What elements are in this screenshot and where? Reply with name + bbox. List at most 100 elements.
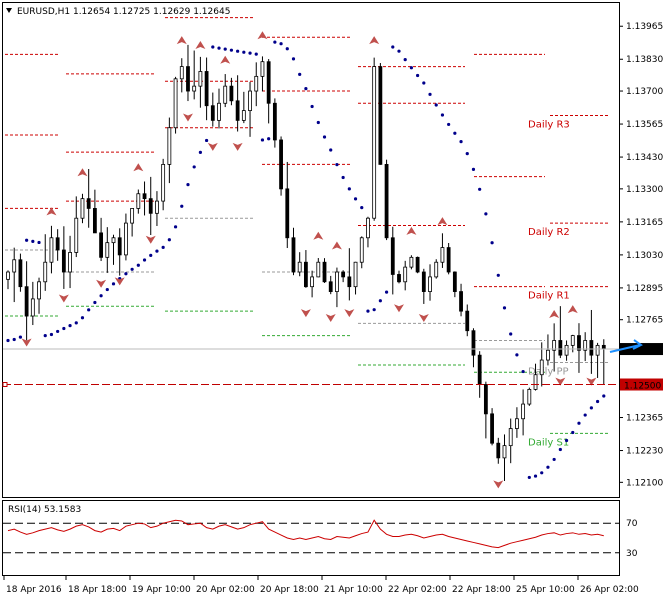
fractal-up-icon bbox=[313, 231, 324, 240]
fractal-up-icon bbox=[195, 41, 206, 50]
candle-body bbox=[241, 110, 246, 121]
sar-dot bbox=[93, 300, 97, 305]
sar-dot bbox=[155, 249, 159, 253]
candle-body bbox=[477, 354, 482, 385]
sar-dot bbox=[6, 338, 10, 343]
candle-body bbox=[483, 384, 488, 415]
fractal-up-icon bbox=[437, 217, 448, 226]
sar-dot bbox=[304, 87, 308, 91]
fractal-down-icon bbox=[145, 235, 156, 244]
sar-dot bbox=[316, 120, 320, 125]
y-tick-label: 1.13965 bbox=[626, 22, 663, 32]
sar-dot bbox=[62, 326, 66, 331]
sar-dot bbox=[558, 447, 562, 452]
candle-body bbox=[415, 256, 420, 273]
sar-dot bbox=[236, 49, 240, 53]
sar-dot bbox=[422, 81, 426, 85]
candle-body bbox=[173, 78, 178, 129]
sar-dot bbox=[397, 49, 401, 53]
sar-dot bbox=[577, 421, 581, 425]
horizontal-line-1.12500[interactable] bbox=[2, 382, 619, 388]
candle-body bbox=[24, 286, 29, 317]
sar-dot bbox=[136, 263, 140, 267]
candle-body bbox=[589, 340, 594, 356]
candle-body bbox=[210, 105, 215, 121]
sar-dot bbox=[43, 333, 47, 338]
x-tick-label: 19 Apr 10:00 bbox=[132, 585, 191, 595]
sar-dot bbox=[99, 294, 103, 298]
candle-body bbox=[303, 261, 308, 288]
candle-body bbox=[198, 71, 203, 87]
candle-body bbox=[272, 102, 277, 141]
candle-body bbox=[68, 252, 72, 273]
candle-body bbox=[192, 85, 197, 92]
fractal-up-icon bbox=[77, 168, 88, 177]
triangle-down-icon[interactable] bbox=[6, 8, 12, 13]
candle-body bbox=[179, 66, 184, 80]
chart-shift-arrow-icon[interactable] bbox=[609, 339, 643, 353]
candle-body bbox=[595, 344, 600, 356]
x-tick-label: 21 Apr 10:00 bbox=[324, 585, 383, 595]
sar-dot bbox=[124, 272, 128, 276]
x-tick-label: 26 Apr 02:00 bbox=[580, 585, 639, 595]
candle-body bbox=[335, 271, 339, 292]
sar-dot bbox=[447, 122, 451, 127]
hline-price-tag bbox=[620, 378, 663, 391]
y-tick-label: 1.12100 bbox=[626, 478, 663, 488]
candle-body bbox=[105, 242, 110, 258]
candle-body bbox=[471, 330, 476, 356]
y-axis: 1.13965 1.13830 1.13700 1.13565 1.13430 1.133… bbox=[619, 22, 663, 488]
fractal-down-icon bbox=[393, 304, 404, 313]
sar-dot bbox=[341, 175, 345, 180]
sar-dot bbox=[142, 258, 147, 262]
fractal-down-icon bbox=[207, 142, 218, 151]
sar-dot bbox=[25, 238, 29, 242]
candle-body bbox=[43, 261, 48, 283]
candle-body bbox=[434, 261, 439, 278]
sar-dot bbox=[434, 103, 438, 107]
fractal-up-icon bbox=[331, 241, 342, 250]
sar-dot bbox=[335, 163, 339, 167]
sar-dot bbox=[279, 42, 283, 46]
candle-body bbox=[508, 428, 513, 447]
candle-body bbox=[564, 344, 569, 356]
candle-body bbox=[223, 85, 228, 104]
candle-body bbox=[459, 291, 463, 312]
candle-body bbox=[409, 256, 414, 268]
candle-body bbox=[322, 261, 327, 283]
sar-dot bbox=[105, 287, 109, 292]
sar-dot bbox=[56, 329, 60, 334]
candle-body bbox=[490, 413, 494, 444]
candle-body bbox=[30, 298, 35, 317]
fractal-down-icon bbox=[96, 279, 107, 288]
sar-dot bbox=[471, 167, 476, 171]
rsi-label: RSI(14) 53.1583 bbox=[8, 505, 81, 515]
sar-dot bbox=[198, 150, 202, 154]
y-tick-label: 1.13165 bbox=[626, 218, 663, 228]
y-tick-label: 1.13565 bbox=[626, 120, 663, 130]
candle-body bbox=[583, 340, 588, 351]
sar-dot bbox=[74, 321, 78, 325]
candle-body bbox=[552, 340, 557, 351]
sar-dot bbox=[496, 273, 500, 277]
candle-body bbox=[80, 198, 85, 219]
fractal-up-icon bbox=[369, 36, 380, 45]
candle-body bbox=[570, 335, 575, 346]
candle-body bbox=[254, 75, 259, 92]
sar-dot bbox=[130, 267, 134, 271]
sar-dot bbox=[409, 66, 414, 70]
candle-body bbox=[229, 85, 234, 102]
sar-dot bbox=[273, 40, 277, 44]
sar-dot bbox=[490, 241, 494, 245]
candles bbox=[6, 44, 606, 481]
candle-body bbox=[428, 276, 432, 292]
candle-body bbox=[285, 188, 290, 239]
y-tick-label: 1.12765 bbox=[626, 316, 663, 326]
candle-body bbox=[347, 276, 352, 288]
candle-body bbox=[328, 281, 333, 292]
price-tags: 1.12645 1.12500 bbox=[3, 343, 663, 392]
candle-body bbox=[502, 445, 507, 459]
pivot-label: Daily R2 bbox=[528, 227, 570, 238]
